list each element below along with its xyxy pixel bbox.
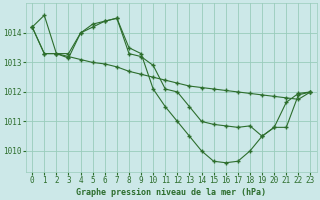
X-axis label: Graphe pression niveau de la mer (hPa): Graphe pression niveau de la mer (hPa) xyxy=(76,188,266,197)
